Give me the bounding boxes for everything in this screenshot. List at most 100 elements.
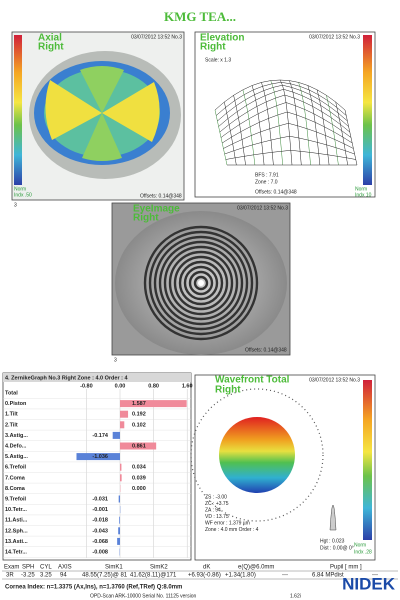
stat-line: ZA : 94 [205,507,221,513]
term-value: -0.174 [92,433,109,439]
panel-date: 03/07/2012 13:52 No.3 [131,34,182,40]
zernike-bar [118,527,120,535]
indx-label: Indx 10 [355,192,372,198]
ring [173,255,229,311]
mesh-line [217,84,348,122]
panel-date: 03/07/2012 13:52 No.3 [309,34,360,40]
term-name: 7.Coma [5,475,26,481]
term-value: 0.102 [132,422,146,428]
zernike-graph: -0.80 0.00 0.80 1.60 Total 0.Piston 1.587 1.Til… [3,383,193,558]
stat-line: WF error : 1.379 µm [205,520,250,526]
term-value: -0.068 [92,539,108,545]
table-header: e(Q)@6.0mm [238,565,274,571]
term-name: 6.Trefoil [5,465,27,471]
placido-rings [143,225,259,341]
zernike-bar [112,431,120,439]
table-cell: 3R [6,573,14,579]
offsets: Offsets: 0.14@348 [245,347,287,353]
mesh-line [224,135,355,155]
page-title: KMG TEA... [164,9,236,24]
table-cell: 48.55(7.25)@ 81 [82,573,128,579]
bfs: BFS : 7.91 [255,172,279,178]
panel-title: Wavefront Total [215,375,290,386]
table-cell: 41.62(8.11)@171 [130,573,177,579]
dist: Dist : 0.00@ 0° [320,545,354,551]
term-name: 2.Tilt [5,422,18,428]
axis-tick-label: -0.80 [80,383,93,389]
color-bar [363,35,372,185]
ring [143,225,259,341]
panel-eye: Right [200,42,226,53]
ring-center [198,280,204,286]
term-name: 0.Piston [5,401,27,407]
table-header: SPH [22,565,34,571]
cornea-index: Cornea Index: n=1.3375 (Ax,Ins), n=1.376… [5,585,182,591]
table-cell: 3.25 [40,573,52,579]
term-value: -0.043 [92,528,108,534]
indx-label: Indx .28 [354,549,372,555]
zernike-bar [120,463,122,471]
term-name: 13.Asti... [5,539,28,545]
term-name: 5.Astig... [5,454,28,460]
ring [163,245,239,321]
table-header: SimK2 [150,565,168,571]
axial-lobe [80,66,124,161]
zernike-bar [120,410,129,418]
term-value: 0.039 [132,475,146,481]
panel-date: 03/07/2012 13:52 No.3 [309,377,360,383]
norm-label: Norm [14,186,26,192]
term-name: 12.Sph... [5,528,28,534]
term-value: -0.031 [92,496,108,502]
indx-label: Indx .50 [14,192,32,198]
table-cell: +1.34(1.80) [225,573,256,579]
table-header: AXIS [58,565,72,571]
zone: Zone : 7.0 [255,179,278,185]
stat-line: ZS : -3.00 [205,494,227,500]
offsets: Offsets: 0.14@348 [140,193,182,199]
page-number: 3 [14,202,17,208]
refraction-table: Exam SPH CYL AXIS SimK1 SimK2 dK e(Q)@6.0mm Pupi… [2,565,398,580]
panel-eye: Right [215,385,241,396]
page-number: 3 [114,357,117,363]
zernike-bar [76,453,120,461]
psf-plot [329,505,337,531]
table-cell: -3.25 [21,573,35,579]
hgt: Hgt : 0.023 [320,538,345,544]
zernike-bar [118,495,120,503]
zernike-header-bar [3,373,191,382]
zernike-header: 4. ZernikeGraph No.3 Right Zone : 4.0 Or… [5,375,128,381]
ring [188,270,214,296]
wavefront-map [219,417,295,493]
ring [158,240,244,326]
table-cell: --- [372,573,378,579]
mesh-line [225,150,356,160]
zernike-bar [120,474,122,482]
nidek-logo: NIDEK [342,574,396,593]
table-header: Pupil [ mm ] [330,565,362,571]
axis-tick-label: 0.80 [148,383,159,389]
mesh-line [220,102,352,138]
term-value: -1.036 [92,454,108,460]
mesh-line [214,79,346,111]
term-value: -0.018 [92,518,108,524]
table-cell: 94 [60,573,67,579]
ring [148,230,254,336]
mesh-line [222,111,353,144]
color-bar [14,35,22,185]
table-header: dK [203,565,210,571]
mesh-line [218,89,349,127]
zone-circle [190,388,324,522]
zernike-bar [117,537,120,545]
panel-title: Elevation [200,33,244,44]
term-name: 4.Defo... [5,443,27,449]
mesh-line [223,123,354,149]
ring [193,275,209,291]
elevation-mesh [214,79,358,166]
term-value: 0.000 [132,486,146,492]
mesh-line [219,94,350,133]
scale: Scale: x 1.3 [205,57,231,63]
term-name: 14.Tetr... [5,549,27,555]
